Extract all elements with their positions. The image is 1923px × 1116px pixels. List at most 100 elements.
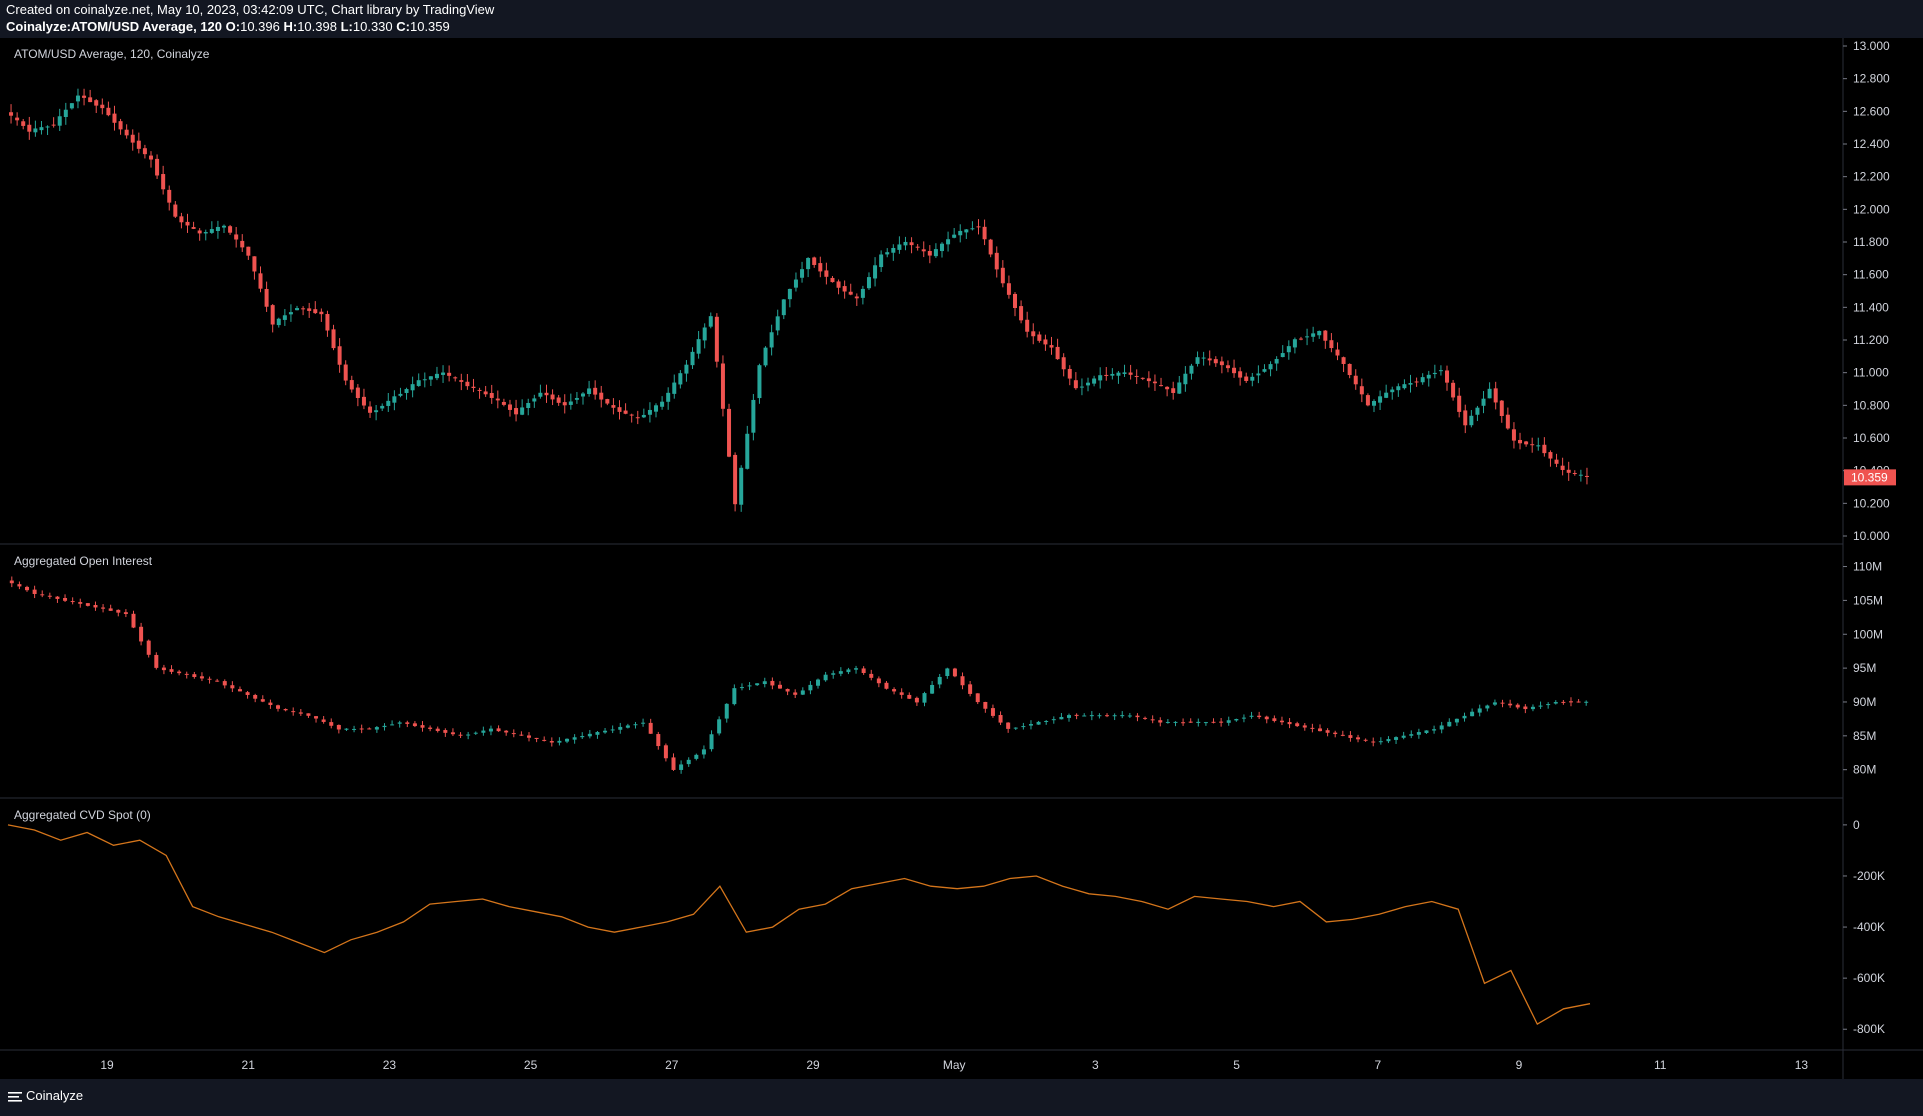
candle-body (1173, 721, 1178, 723)
candle-body (1013, 727, 1018, 729)
candle-body (854, 668, 859, 670)
chart-canvas[interactable]: 19 21 23 25 27 29 May 3 5 7 9 11 13 13.000 12.800 12.60… (0, 38, 1923, 1079)
candle-body (793, 279, 798, 288)
candle-body (258, 273, 263, 289)
cvd-pane[interactable] (7, 824, 1591, 1026)
candle-body (253, 694, 258, 699)
candle-body (1061, 357, 1066, 370)
candle-body (344, 728, 349, 730)
candle-body (331, 329, 336, 349)
candle-body (1203, 722, 1208, 724)
candle-body (450, 732, 455, 735)
candle-body (203, 232, 208, 234)
candle-body (568, 401, 573, 405)
candle-body (714, 316, 719, 362)
candle-body (666, 392, 671, 402)
candle-body (1378, 741, 1383, 743)
candle-body (599, 392, 604, 400)
candle-body (983, 701, 988, 709)
candle-body (276, 705, 281, 709)
x-tick-label: 23 (383, 1058, 397, 1072)
candle-body (1371, 741, 1376, 743)
y-tick-label: -200K (1853, 869, 1885, 883)
candle-body (1211, 721, 1216, 723)
candle-body (625, 725, 630, 728)
candle-body (641, 414, 646, 418)
candle-body (1272, 718, 1277, 721)
candle-body (465, 381, 470, 387)
candle-body (922, 693, 927, 703)
candle-body (1280, 353, 1285, 358)
candle-body (416, 380, 421, 386)
candle-body (319, 311, 324, 315)
candle-body (1134, 375, 1139, 377)
open-interest-pane[interactable] (9, 576, 1589, 774)
candle-body (453, 377, 458, 379)
candle-body (1055, 346, 1060, 360)
candle-body (869, 673, 874, 678)
candle-body (1511, 429, 1516, 441)
candle-body (818, 263, 823, 272)
candle-body (1158, 720, 1163, 723)
candle-body (1036, 721, 1041, 725)
y-tick-label: 100M (1853, 627, 1883, 641)
candle-body (800, 690, 805, 695)
candle-body (1311, 333, 1316, 337)
candle-body (580, 736, 585, 738)
candle-body (1302, 725, 1307, 728)
created-line: Created on coinalyze.net, May 10, 2023, … (6, 2, 495, 17)
candle-body (1120, 715, 1125, 717)
candle-body (108, 608, 113, 611)
candle-body (562, 402, 567, 406)
y-tick-label: 12.000 (1853, 202, 1890, 216)
candle-body (921, 249, 926, 252)
close-label: C: (396, 19, 410, 34)
candle-body (1262, 369, 1267, 372)
candle-body (1067, 715, 1072, 718)
candle-body (1553, 702, 1558, 704)
last-price-tag (1844, 469, 1896, 486)
candle-body (1127, 715, 1132, 717)
candle-body (1561, 701, 1566, 703)
candle-body (40, 594, 45, 596)
candle-body (1463, 410, 1468, 426)
y-tick-label: 12.600 (1853, 104, 1890, 118)
coinalyze-logo-icon (8, 1092, 22, 1102)
candle-body (466, 734, 471, 736)
price-pane[interactable] (9, 88, 1589, 512)
candle-body (656, 734, 661, 747)
candle-body (1584, 701, 1589, 703)
candle-body (139, 626, 144, 642)
candle-body (88, 97, 93, 103)
candle-body (428, 376, 433, 380)
candle-body (605, 399, 610, 404)
x-tick-label: 7 (1374, 1058, 1381, 1072)
candle-body (1074, 714, 1079, 716)
candle-body (148, 155, 153, 160)
candle-body (1089, 715, 1094, 717)
candle-body (1505, 414, 1510, 429)
candle-body (1122, 372, 1127, 374)
candle-body (990, 708, 995, 716)
candle-body (1493, 388, 1498, 403)
candle-body (222, 681, 227, 686)
candle-body (945, 668, 950, 677)
candle-body (903, 241, 908, 246)
candle-body (1116, 372, 1121, 376)
candle-body (75, 95, 80, 102)
candle-body (1554, 459, 1559, 464)
candle-body (1457, 395, 1462, 412)
candle-body (595, 732, 600, 735)
candle-body (1059, 716, 1064, 720)
x-tick-label: 27 (665, 1058, 679, 1072)
candle-body (124, 129, 129, 136)
candle-body (191, 227, 196, 229)
candle-body (1469, 415, 1474, 426)
candle-body (1499, 400, 1504, 416)
candle-body (420, 725, 425, 728)
candle-body (1445, 370, 1450, 383)
candle-body (192, 674, 197, 678)
candle-body (1143, 717, 1148, 719)
candle-body (557, 740, 562, 743)
y-tick-label: 12.800 (1853, 72, 1890, 86)
